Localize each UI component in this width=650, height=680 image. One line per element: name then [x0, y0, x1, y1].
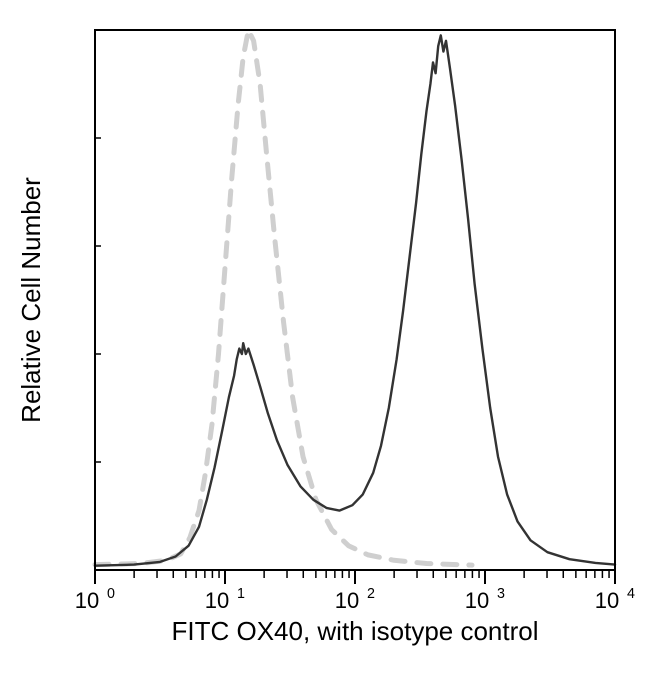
svg-text:10: 10 [205, 588, 229, 613]
chart-svg: 10 0 10 1 10 2 10 3 10 4 FITC OX40, with isotype c… [0, 0, 650, 680]
svg-text:10: 10 [595, 588, 619, 613]
svg-text:10: 10 [465, 588, 489, 613]
y-axis-label: Relative Cell Number [16, 177, 46, 423]
svg-text:4: 4 [627, 586, 635, 602]
svg-text:10: 10 [75, 588, 99, 613]
x-tick-label: 10 0 [75, 586, 115, 613]
x-tick-label: 10 2 [335, 586, 375, 613]
svg-text:10: 10 [335, 588, 359, 613]
flow-cytometry-histogram: 10 0 10 1 10 2 10 3 10 4 FITC OX40, with isotype c… [0, 0, 650, 680]
svg-text:3: 3 [497, 586, 505, 602]
x-tick-label: 10 1 [205, 586, 245, 613]
svg-text:1: 1 [237, 586, 245, 602]
x-tick-label: 10 4 [595, 586, 635, 613]
x-tick-label: 10 3 [465, 586, 505, 613]
x-axis-label: FITC OX40, with isotype control [171, 616, 538, 646]
svg-text:0: 0 [107, 586, 115, 602]
svg-text:2: 2 [367, 586, 375, 602]
